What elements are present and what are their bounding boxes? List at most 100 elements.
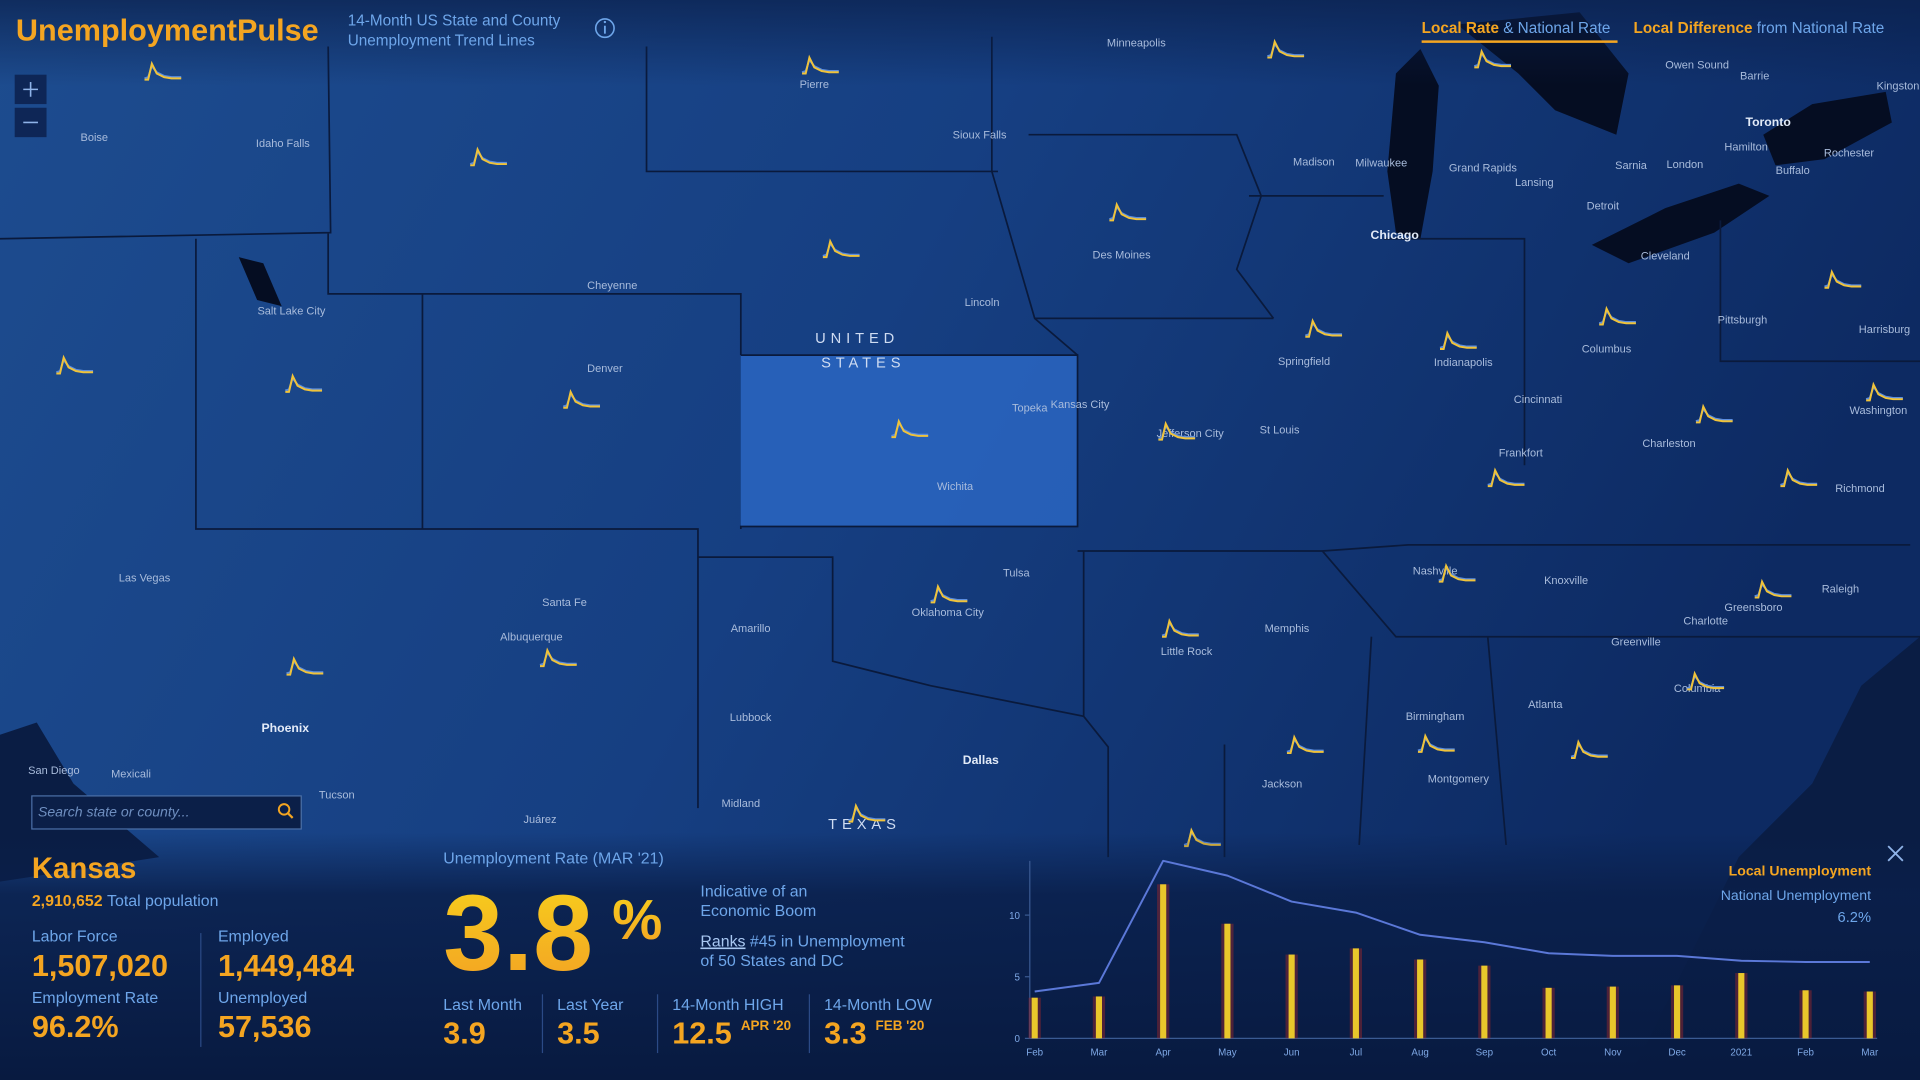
y-tick-label: 10 (1009, 911, 1020, 922)
map-label: Washington (1849, 405, 1907, 417)
sparkline-local (1162, 617, 1199, 638)
x-tick-label: Mar (1091, 1048, 1109, 1059)
map-label: Denver (587, 363, 623, 375)
sparkline-local (930, 583, 968, 604)
bar (1738, 973, 1745, 1039)
map-label: Phoenix (262, 721, 310, 735)
x-tick-label: Nov (1604, 1048, 1622, 1059)
map-label: Richmond (1835, 483, 1885, 495)
sparkline-local (1417, 733, 1455, 753)
x-tick-label: Jul (1350, 1048, 1363, 1059)
rate-heading: Unemployment Rate (MAR '21) (443, 850, 664, 867)
map-label: Las Vegas (119, 573, 171, 585)
tab[interactable]: Local Rate & National Rate (1421, 20, 1618, 43)
close-button[interactable] (1887, 845, 1904, 862)
bar (1674, 985, 1681, 1039)
sparkline-local (540, 647, 577, 668)
map-label: Topeka (1012, 402, 1048, 414)
map-label: Montgomery (1428, 773, 1490, 785)
population-label: Total population (107, 893, 218, 910)
map-label: Raleigh (1822, 584, 1859, 596)
tab[interactable]: Local Difference from National Rate (1633, 20, 1884, 37)
comparisons: Last Month 3.9 Last Year 3.5 14-Month HIGH 12… (443, 994, 932, 1054)
comparison-value: 3.9 (443, 1016, 486, 1050)
map-label: Detroit (1587, 200, 1619, 212)
stat-value: 1,449,484 (218, 949, 354, 983)
sparkline-local (1286, 734, 1324, 755)
map-label: Columbus (1582, 344, 1632, 356)
zoom-in[interactable] (14, 74, 47, 105)
map-label: Oklahoma City (912, 607, 985, 619)
sparkline-local (1571, 739, 1608, 759)
map-label: Indianapolis (1434, 357, 1493, 369)
map-label: Harrisburg (1859, 324, 1910, 336)
sparkline-local (1695, 403, 1733, 424)
map-label: Toronto (1746, 115, 1791, 129)
sparkline-local (1866, 381, 1903, 402)
map-label: Barrie (1740, 71, 1769, 83)
comparison-value: 3.3 (824, 1016, 867, 1050)
bar (1481, 965, 1488, 1039)
map-label: Atlanta (1528, 699, 1563, 711)
x-tick-label: 2021 (1730, 1048, 1752, 1059)
state-name: Kansas (32, 852, 137, 885)
rate-note: Economic Boom (700, 903, 816, 920)
bar (1802, 990, 1809, 1039)
svg-text:Local Difference from National: Local Difference from National Rate (1633, 20, 1884, 37)
map-label: Kingston (1877, 80, 1920, 92)
map-label: Columbia (1674, 683, 1721, 695)
search-placeholder: Search state or county... (38, 804, 190, 820)
zoom-out[interactable] (14, 107, 47, 138)
x-tick-label: Aug (1411, 1048, 1428, 1059)
info-button[interactable] (594, 18, 615, 39)
map-label: Lincoln (965, 297, 1000, 309)
sparkline-local (802, 54, 839, 75)
map-label: Cincinnati (1514, 394, 1562, 406)
map-label: Jefferson City (1157, 428, 1225, 440)
map-label: Idaho Falls (256, 138, 310, 150)
x-tick-label: Mar (1861, 1048, 1879, 1059)
population: 2,910,652 (32, 893, 103, 910)
map-label: Owen Sound (1665, 60, 1729, 72)
map-label: Lubbock (730, 712, 772, 724)
bar (1095, 996, 1102, 1039)
map-label: Des Moines (1093, 249, 1152, 261)
sparkline-local (144, 60, 182, 81)
sparkline-local (1305, 317, 1343, 338)
tab-label: Local Difference (1633, 20, 1752, 37)
map-label: Minneapolis (1107, 38, 1166, 50)
trend-chart: 0 5 10 Feb Mar Apr May Jun Jul Aug Sep Oct Nov Dec 202… (1009, 859, 1879, 1059)
map-label: Charlotte (1683, 615, 1728, 627)
stat-value: 1,507,020 (32, 949, 168, 983)
y-tick-label: 5 (1015, 972, 1021, 983)
map-label: Grand Rapids (1449, 162, 1517, 174)
map-label: Tulsa (1003, 568, 1030, 580)
subtitle: Unemployment Trend Lines (348, 32, 535, 49)
map-label: Madison (1293, 156, 1335, 168)
x-tick-label: Sep (1476, 1048, 1494, 1059)
bar (1866, 991, 1873, 1039)
tab-suffix: from National Rate (1757, 20, 1885, 37)
sparkline-local (1438, 562, 1476, 583)
tab-suffix: & National Rate (1503, 20, 1610, 37)
map-label: Wichita (937, 481, 974, 493)
rate-unit: % (612, 888, 662, 951)
svg-text:2,910,652 Total population: 2,910,652 Total population (32, 893, 219, 910)
search-box[interactable]: Search state or county... (31, 795, 302, 830)
map-label: Tucson (319, 789, 355, 801)
rate-note: Indicative of an (700, 883, 807, 900)
sparkline-local (1474, 48, 1512, 69)
x-tick-label: May (1218, 1048, 1237, 1059)
map-label: Charleston (1642, 438, 1695, 450)
map-label: Sioux Falls (953, 129, 1007, 141)
sparkline-local (285, 373, 323, 393)
stat-value: 57,536 (218, 1010, 312, 1044)
map-label: Mexicali (111, 769, 151, 781)
bar (1160, 884, 1167, 1039)
sparkline-local (1824, 268, 1862, 289)
stat-label: Employment Rate (32, 990, 159, 1007)
ranks-link[interactable]: Ranks (700, 934, 745, 951)
map-label: Springfield (1278, 356, 1330, 368)
map-label: London (1667, 159, 1704, 171)
